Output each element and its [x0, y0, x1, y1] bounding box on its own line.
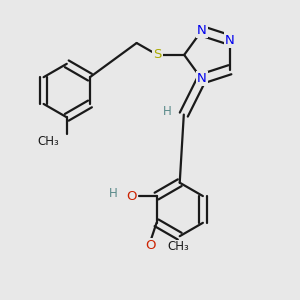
Text: N: N	[225, 34, 235, 46]
Text: O: O	[146, 238, 156, 252]
Text: O: O	[126, 190, 136, 202]
Text: N: N	[197, 24, 206, 38]
Text: S: S	[153, 48, 162, 62]
Text: H: H	[163, 105, 172, 118]
Text: H: H	[109, 187, 118, 200]
Text: N: N	[197, 72, 206, 86]
Text: CH₃: CH₃	[38, 134, 59, 148]
Text: CH₃: CH₃	[167, 240, 189, 253]
